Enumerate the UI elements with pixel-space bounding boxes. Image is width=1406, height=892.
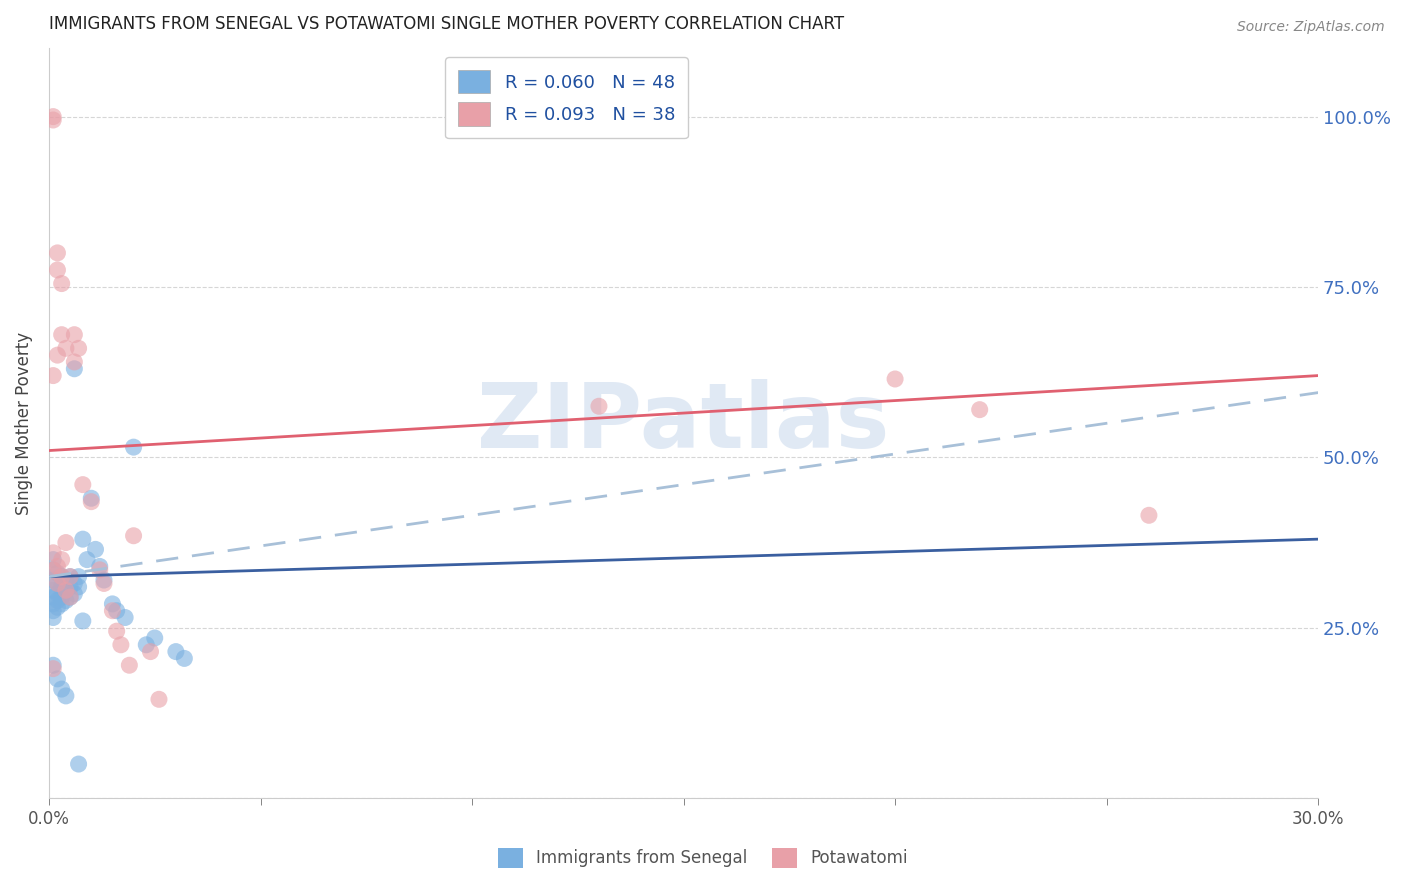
Point: [42, 604, 65, 618]
Point: [110, 638, 132, 652]
Point: [46, 600, 69, 615]
Point: [46, 348, 69, 362]
Point: [59, 569, 82, 583]
Point: [1137, 508, 1160, 523]
Point: [588, 399, 610, 413]
Point: [59, 590, 82, 604]
Y-axis label: Single Mother Poverty: Single Mother Poverty: [15, 332, 32, 515]
Point: [55, 573, 77, 587]
Point: [42, 662, 65, 676]
Point: [46, 246, 69, 260]
Point: [55, 341, 77, 355]
Point: [139, 644, 162, 658]
Point: [143, 631, 166, 645]
Point: [93, 573, 115, 587]
Text: IMMIGRANTS FROM SENEGAL VS POTAWATOMI SINGLE MOTHER POVERTY CORRELATION CHART: IMMIGRANTS FROM SENEGAL VS POTAWATOMI SI…: [49, 15, 844, 33]
Point: [46, 593, 69, 607]
Point: [76, 552, 98, 566]
Point: [67, 341, 90, 355]
Point: [72, 477, 94, 491]
Point: [42, 563, 65, 577]
Point: [118, 658, 141, 673]
Point: [63, 576, 86, 591]
Point: [84, 542, 107, 557]
Point: [63, 587, 86, 601]
Point: [67, 580, 90, 594]
Point: [969, 402, 991, 417]
Point: [51, 597, 73, 611]
Point: [80, 494, 103, 508]
Point: [55, 689, 77, 703]
Point: [42, 583, 65, 598]
Point: [55, 583, 77, 598]
Point: [51, 569, 73, 583]
Point: [42, 368, 65, 383]
Point: [67, 757, 90, 772]
Point: [42, 610, 65, 624]
Point: [114, 610, 136, 624]
Point: [59, 580, 82, 594]
Legend: Immigrants from Senegal, Potawatomi: Immigrants from Senegal, Potawatomi: [491, 841, 915, 875]
Point: [51, 580, 73, 594]
Point: [105, 624, 128, 639]
Text: ZIPatlas: ZIPatlas: [478, 379, 890, 467]
Point: [42, 113, 65, 128]
Point: [42, 658, 65, 673]
Point: [46, 576, 69, 591]
Point: [46, 559, 69, 574]
Point: [63, 355, 86, 369]
Point: [135, 638, 157, 652]
Point: [42, 546, 65, 560]
Point: [63, 327, 86, 342]
Point: [42, 573, 65, 587]
Point: [46, 566, 69, 581]
Point: [173, 651, 195, 665]
Point: [46, 263, 69, 277]
Point: [89, 563, 111, 577]
Point: [42, 110, 65, 124]
Point: [122, 529, 145, 543]
Point: [80, 491, 103, 506]
Legend: R = 0.060   N = 48, R = 0.093   N = 38: R = 0.060 N = 48, R = 0.093 N = 38: [446, 57, 688, 138]
Point: [46, 576, 69, 591]
Point: [42, 563, 65, 577]
Point: [93, 576, 115, 591]
Point: [55, 593, 77, 607]
Point: [59, 569, 82, 583]
Point: [101, 597, 124, 611]
Point: [46, 587, 69, 601]
Point: [55, 583, 77, 598]
Point: [51, 569, 73, 583]
Point: [63, 361, 86, 376]
Point: [148, 692, 170, 706]
Point: [72, 532, 94, 546]
Point: [101, 604, 124, 618]
Point: [42, 597, 65, 611]
Point: [165, 644, 187, 658]
Point: [59, 590, 82, 604]
Point: [51, 277, 73, 291]
Point: [884, 372, 907, 386]
Point: [51, 682, 73, 697]
Point: [42, 552, 65, 566]
Point: [122, 440, 145, 454]
Point: [67, 569, 90, 583]
Point: [55, 535, 77, 549]
Point: [105, 604, 128, 618]
Point: [89, 559, 111, 574]
Point: [72, 614, 94, 628]
Point: [46, 672, 69, 686]
Point: [51, 552, 73, 566]
Point: [51, 327, 73, 342]
Text: Source: ZipAtlas.com: Source: ZipAtlas.com: [1237, 20, 1385, 34]
Point: [42, 590, 65, 604]
Point: [51, 590, 73, 604]
